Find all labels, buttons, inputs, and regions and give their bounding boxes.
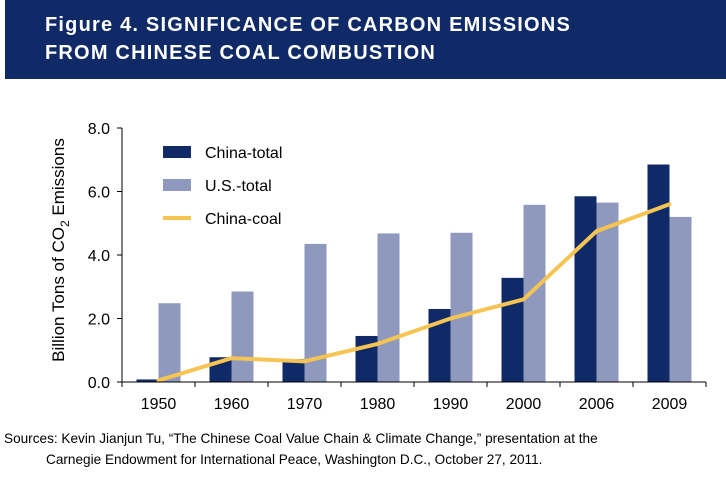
source-line2: Carnegie Endowment for International Pea…	[46, 452, 543, 467]
legend-swatch	[163, 179, 191, 191]
bar-u-s-total-2009	[669, 216, 692, 382]
x-tick-label: 2006	[579, 396, 615, 413]
figure-header: Figure 4. SIGNIFICANCE OF CARBON EMISSIO…	[5, 0, 726, 79]
legend-swatch	[163, 146, 191, 158]
bar-china-total-2000	[501, 277, 524, 382]
bar-u-s-total-1990	[450, 232, 473, 382]
x-tick-label: 1950	[141, 396, 177, 413]
bar-china-total-2006	[574, 196, 597, 382]
bar-u-s-total-1970	[304, 243, 327, 382]
x-tick-label: 1980	[360, 396, 396, 413]
figure-title-line1: Figure 4. SIGNIFICANCE OF CARBON EMISSIO…	[45, 14, 571, 36]
bar-u-s-total-1950	[158, 303, 181, 382]
x-tick-label: 1990	[433, 396, 469, 413]
x-tick-label: 2009	[652, 396, 688, 413]
y-tick-label: 0.0	[88, 375, 110, 392]
y-axis-label: Billion Tons of CO2 Emissions	[49, 138, 72, 362]
y-tick-label: 8.0	[88, 121, 110, 138]
y-tick-label: 6.0	[88, 185, 110, 202]
x-tick-label: 1960	[214, 396, 250, 413]
bar-u-s-total-1960	[231, 291, 254, 382]
bar-china-total-1990	[428, 308, 451, 382]
y-tick-label: 4.0	[88, 248, 110, 265]
legend-label: China-total	[205, 145, 282, 162]
source-line1: Sources: Kevin Jianjun Tu, “The Chinese …	[4, 431, 598, 446]
legend-label: China-coal	[205, 211, 281, 228]
bar-u-s-total-1980	[377, 233, 400, 382]
x-tick-label: 1970	[287, 396, 323, 413]
legend-label: U.S.-total	[205, 178, 272, 195]
x-tick-label: 2000	[506, 396, 542, 413]
bar-u-s-total-2006	[596, 202, 619, 382]
y-tick-label: 2.0	[88, 312, 110, 329]
bar-china-total-1970	[282, 359, 305, 382]
bar-china-total-1950	[136, 379, 159, 382]
bar-u-s-total-2000	[523, 204, 546, 382]
emissions-chart: Billion Tons of CO2 Emissions 0.0 2.0 4.0 6…	[49, 121, 707, 413]
line-china-coal	[156, 202, 672, 383]
figure-title-line2: FROM CHINESE COAL COMBUSTION	[45, 42, 437, 64]
source-note: Sources: Kevin Jianjun Tu, “The Chinese …	[4, 428, 724, 470]
bar-china-total-2009	[647, 164, 670, 382]
